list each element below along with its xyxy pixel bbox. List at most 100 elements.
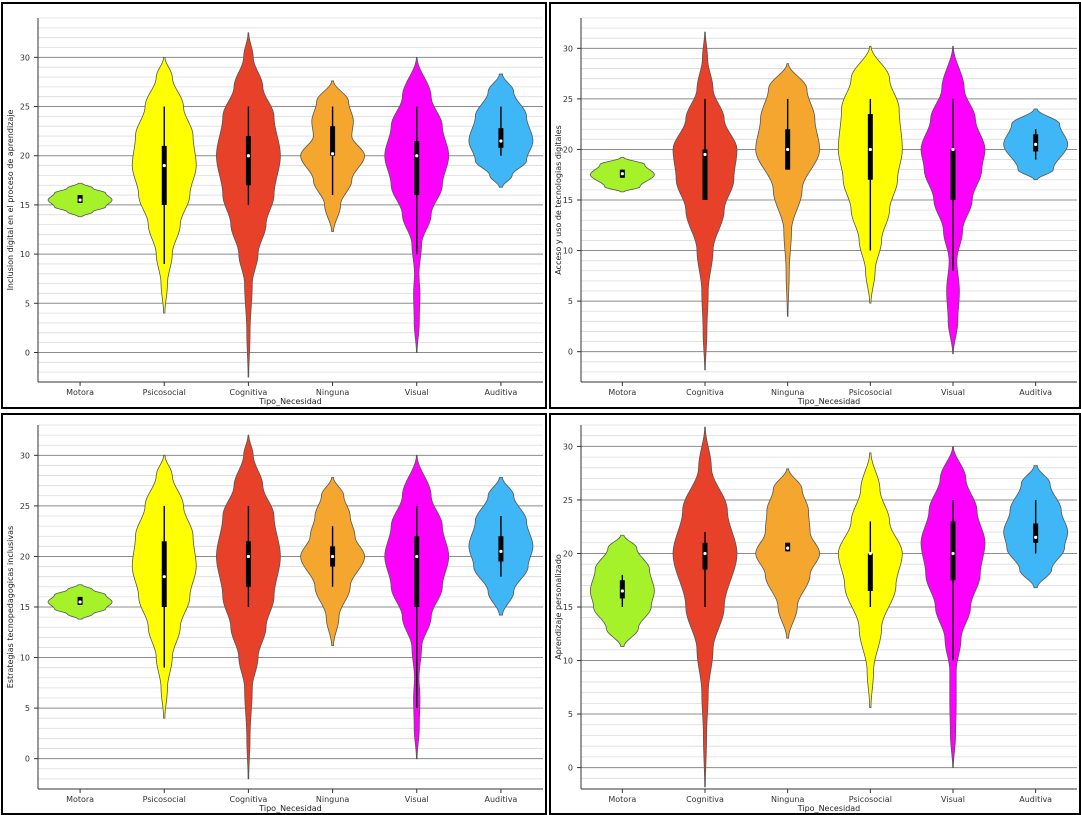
violin-median-dot xyxy=(620,589,624,593)
y-tick-label: 0 xyxy=(25,348,30,357)
violin-median-dot xyxy=(415,554,419,559)
violin-body xyxy=(755,63,821,317)
violin-median-dot xyxy=(246,554,251,559)
violin-iqr-box xyxy=(867,553,873,591)
minor-gridlines xyxy=(38,424,543,790)
violin-cognitiva xyxy=(672,426,738,793)
violin-iqr-box xyxy=(161,145,167,205)
x-tick-label: Cognitiva xyxy=(229,795,267,804)
violin-median-dot xyxy=(499,549,503,553)
violin-auditiva xyxy=(1003,108,1069,386)
x-tick-label: Motora xyxy=(66,388,94,397)
violin-psicosocial xyxy=(837,452,903,793)
violin-body xyxy=(672,31,738,371)
major-gridlines xyxy=(34,454,543,760)
violin-median-dot xyxy=(703,152,707,157)
violin-median-dot xyxy=(78,198,82,202)
violin-ninguna xyxy=(755,63,821,386)
y-tick-label: 25 xyxy=(20,103,30,112)
y-tick-label: 30 xyxy=(563,442,573,451)
violin-body xyxy=(216,32,281,378)
violin-median-dot xyxy=(951,147,955,152)
violin-panel-aprendizaje: 0 5 10 15 20 25 30 Motora Cognitiva Ninguna Psicos… xyxy=(549,413,1081,815)
y-tick-label: 20 xyxy=(563,145,573,154)
violin-median-dot xyxy=(951,551,955,556)
violin-ninguna xyxy=(300,477,365,793)
y-tick-label: 30 xyxy=(20,53,30,62)
x-tick-label: Auditiva xyxy=(1019,388,1052,397)
y-tick-label: 10 xyxy=(20,654,30,663)
y-tick-label: 10 xyxy=(20,250,30,259)
x-tick-label: Psicosocial xyxy=(849,795,892,804)
y-tick-label: 15 xyxy=(20,603,30,612)
violin-median-dot xyxy=(868,551,872,556)
x-tick-label: Auditiva xyxy=(484,388,517,397)
violin-median-dot xyxy=(246,154,251,158)
y-tick-label: 15 xyxy=(20,201,30,210)
violin-chart-inclusion: 0 5 10 15 20 25 30 Motora Psicosocial Cognitiva Ni… xyxy=(6,17,543,406)
x-tick-label: Visual xyxy=(405,388,429,397)
x-tick-label: Cognitiva xyxy=(686,795,724,804)
violin-median-dot xyxy=(868,147,872,152)
y-tick-label: 30 xyxy=(563,44,573,53)
violin-median-dot xyxy=(786,546,790,550)
y-axis-label: Inclusion digital en el proceso de apren… xyxy=(6,110,15,291)
x-axis-label: Tipo_Necesidad xyxy=(797,804,861,813)
violin-motora xyxy=(589,534,655,793)
x-tick-label: Auditiva xyxy=(484,795,517,804)
violin-median-dot xyxy=(786,147,790,152)
violin-median-dot xyxy=(330,554,335,559)
violin-panel-estrategias: 0 5 10 15 20 25 30 Motora Psicosocial Cognitiva Ni… xyxy=(1,413,547,815)
violin-median-dot xyxy=(620,172,624,176)
x-tick-label: Ninguna xyxy=(316,388,349,397)
y-tick-label: 5 xyxy=(568,710,573,719)
y-tick-label: 0 xyxy=(568,764,573,773)
y-tick-label: 10 xyxy=(563,247,573,256)
y-tick-label: 5 xyxy=(25,704,30,713)
x-tick-label: Motora xyxy=(608,388,636,397)
violin-iqr-box xyxy=(950,149,956,200)
violin-ninguna xyxy=(300,80,365,386)
violin-psicosocial xyxy=(131,454,197,793)
violin-psicosocial xyxy=(837,45,903,386)
violin-cognitiva xyxy=(216,32,281,386)
minor-gridlines xyxy=(581,17,1077,383)
major-gridlines xyxy=(577,445,1077,769)
y-tick-label: 25 xyxy=(563,95,573,104)
x-tick-label: Cognitiva xyxy=(229,388,267,397)
violin-auditiva xyxy=(468,73,534,386)
x-tick-label: Ninguna xyxy=(771,388,804,397)
violin-median-dot xyxy=(499,139,503,143)
violin-median-dot xyxy=(330,152,335,156)
violin-iqr-box xyxy=(702,149,708,200)
violin-iqr-box xyxy=(330,126,336,156)
violin-motora xyxy=(47,584,113,793)
x-axis-label: Tipo_Necesidad xyxy=(797,397,861,406)
violin-psicosocial xyxy=(131,56,197,386)
violin-median-dot xyxy=(78,600,82,604)
minor-gridlines xyxy=(38,17,543,383)
violin-body xyxy=(755,468,821,639)
violin-cognitiva xyxy=(216,434,281,793)
x-tick-label: Ninguna xyxy=(316,795,349,804)
x-tick-label: Psicosocial xyxy=(143,388,186,397)
violin-iqr-box xyxy=(498,536,504,562)
y-tick-label: 0 xyxy=(568,348,573,357)
major-gridlines xyxy=(577,47,1077,353)
violin-visual xyxy=(384,56,450,386)
y-tick-label: 20 xyxy=(20,552,30,561)
violin-iqr-box xyxy=(245,541,251,587)
y-axis-label: Aprendizaje personalizado xyxy=(554,554,563,660)
x-axis-label: Tipo_Necesidad xyxy=(258,804,322,813)
y-tick-label: 15 xyxy=(563,196,573,205)
violin-iqr-box xyxy=(414,140,420,196)
violin-visual xyxy=(384,454,450,793)
violin-iqr-box xyxy=(950,521,956,581)
y-tick-label: 25 xyxy=(20,502,30,511)
x-tick-label: Motora xyxy=(608,795,636,804)
x-tick-label: Psicosocial xyxy=(849,388,892,397)
x-tick-label: Psicosocial xyxy=(143,795,186,804)
y-tick-label: 10 xyxy=(563,657,573,666)
violin-auditiva xyxy=(1003,465,1069,793)
x-tick-label: Auditiva xyxy=(1019,795,1052,804)
